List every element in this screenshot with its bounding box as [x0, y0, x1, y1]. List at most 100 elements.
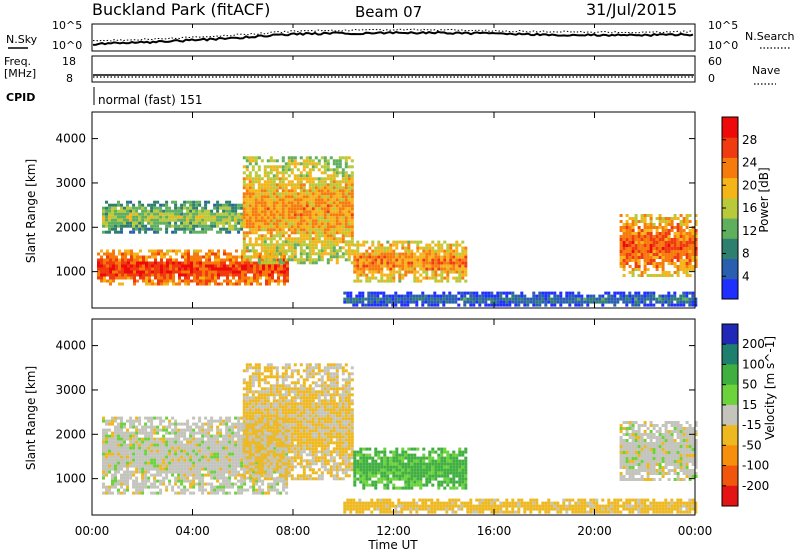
- power-cell: [394, 303, 398, 307]
- power-cell: [260, 240, 264, 244]
- power-cell: [302, 231, 306, 235]
- power-cell: [311, 225, 315, 229]
- power-cell: [643, 238, 647, 241]
- power-cell: [271, 252, 274, 256]
- velocity-cell: [186, 419, 190, 423]
- power-cell: [195, 209, 199, 213]
- power-cell: [422, 246, 426, 250]
- velocity-cell: [198, 476, 202, 480]
- power-cell: [664, 294, 668, 298]
- power-cell: [269, 186, 273, 190]
- velocity-cell: [192, 479, 196, 483]
- velocity-cell: [216, 470, 220, 474]
- power-cell: [365, 249, 369, 253]
- power-cell: [129, 209, 133, 213]
- power-cell: [204, 221, 208, 225]
- power-cell: [682, 220, 686, 223]
- power-cell: [332, 216, 336, 220]
- power-cell: [120, 218, 123, 222]
- power-cell: [457, 303, 461, 307]
- power-cell: [317, 255, 321, 259]
- power-cell: [628, 223, 632, 226]
- power-cell: [138, 218, 142, 222]
- power-cell: [625, 297, 629, 301]
- velocity-cell: [195, 464, 199, 468]
- power-cell: [287, 243, 291, 247]
- velocity-cell: [231, 485, 235, 489]
- velocity-cell: [102, 440, 105, 444]
- power-cell: [610, 294, 614, 298]
- power-cell: [341, 186, 345, 190]
- velocity-cell: [159, 437, 163, 441]
- power-cell: [434, 279, 438, 283]
- power-cell: [290, 243, 294, 247]
- power-cell: [269, 159, 273, 163]
- power-cell: [305, 195, 309, 199]
- power-cell: [667, 232, 671, 235]
- power-cell: [112, 261, 115, 265]
- power-cell: [248, 195, 252, 199]
- power-cell: [326, 231, 330, 235]
- power-cell: [260, 210, 264, 214]
- power-cell: [406, 297, 410, 301]
- power-cell: [682, 217, 686, 220]
- power-cell: [523, 294, 527, 298]
- power-cell: [133, 270, 136, 274]
- power-cell: [100, 270, 103, 274]
- power-cell: [186, 224, 190, 228]
- power-cell: [305, 189, 309, 193]
- power-cell: [168, 209, 172, 213]
- power-cell: [269, 201, 273, 205]
- power-cell: [141, 218, 145, 222]
- power-cell: [262, 270, 265, 274]
- velocity-cell: [231, 431, 235, 435]
- power-cell: [275, 231, 279, 235]
- power-cell: [401, 240, 405, 244]
- velocity-cell: [138, 416, 142, 420]
- power-cell: [242, 186, 246, 190]
- power-cell: [111, 215, 114, 219]
- power-cell: [234, 212, 238, 216]
- power-cell: [649, 253, 653, 256]
- velocity-cell: [123, 488, 126, 492]
- velocity-cell: [234, 464, 238, 468]
- power-cell: [293, 165, 297, 169]
- velocity-cell: [246, 452, 250, 456]
- velocity-cell: [228, 437, 232, 441]
- velocity-cell: [210, 443, 214, 447]
- power-cell: [670, 217, 674, 220]
- power-cell: [302, 195, 306, 199]
- power-cell: [157, 270, 160, 274]
- power-cell: [275, 261, 279, 265]
- power-cell: [248, 219, 252, 223]
- power-cell: [469, 297, 473, 301]
- power-cell: [222, 206, 226, 210]
- power-cell: [280, 264, 283, 268]
- velocity-cell: [198, 470, 202, 474]
- velocity-cell: [150, 437, 154, 441]
- power-cell: [220, 267, 223, 271]
- power-cell: [410, 255, 414, 259]
- power-cell: [389, 246, 393, 250]
- velocity-cell: [251, 366, 255, 370]
- power-cell: [132, 203, 136, 207]
- power-cell: [598, 300, 602, 304]
- power-cell: [287, 183, 291, 187]
- velocity-cell: [222, 464, 226, 468]
- power-cell: [532, 297, 536, 301]
- power-cell: [655, 262, 659, 265]
- power-cell: [254, 219, 258, 223]
- power-cell: [431, 270, 435, 274]
- power-cell: [353, 270, 357, 274]
- power-cell: [667, 241, 671, 244]
- velocity-cell: [123, 464, 126, 468]
- velocity-cell: [120, 437, 123, 441]
- power-cell: [434, 258, 438, 262]
- power-cell: [341, 213, 345, 217]
- power-cell: [652, 241, 656, 244]
- power-cell: [547, 300, 551, 304]
- power-cell: [145, 261, 148, 265]
- power-cell: [640, 217, 644, 220]
- power-cell: [347, 192, 351, 196]
- velocity-cell: [242, 450, 246, 454]
